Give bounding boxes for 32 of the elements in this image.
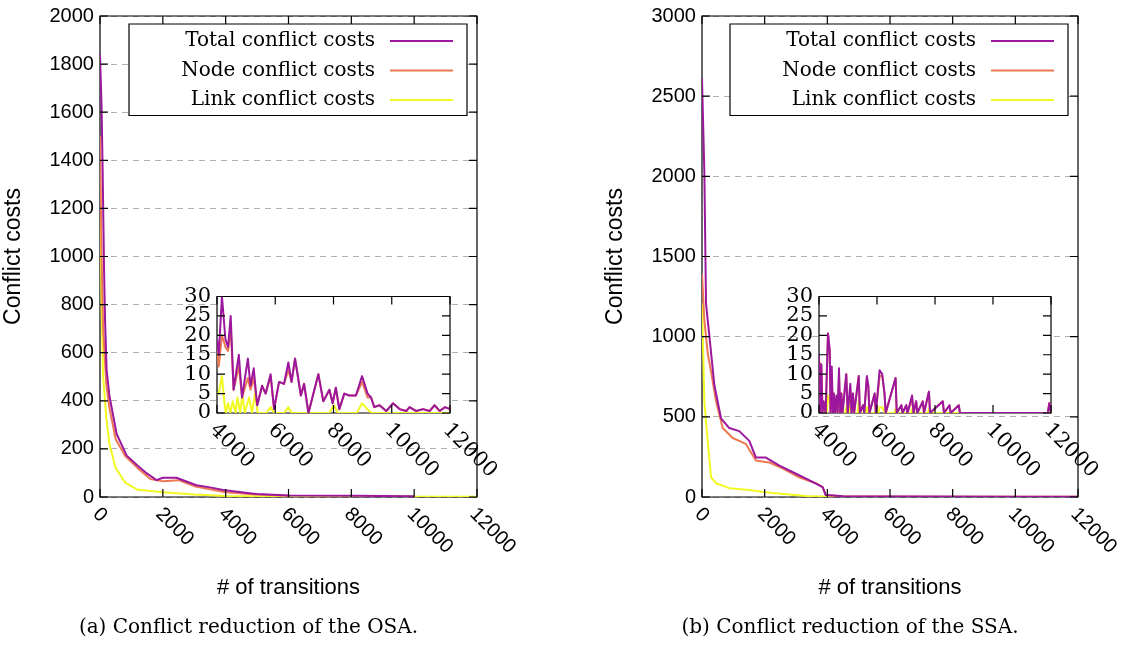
x-tick-label: 4000 xyxy=(816,502,864,550)
y-axis-title: Conflict costs xyxy=(601,188,628,325)
y-tick-label: 1000 xyxy=(651,324,696,347)
y-tick-label: 0 xyxy=(197,399,211,424)
y-tick-label: 3000 xyxy=(651,3,696,26)
y-tick-label: 0 xyxy=(799,399,813,424)
y-tick-label: 1500 xyxy=(651,244,696,267)
y-axis-title: Conflict costs xyxy=(0,188,26,325)
legend-label: Node conflict costs xyxy=(782,56,976,81)
legend-label: Node conflict costs xyxy=(181,56,375,81)
y-tick-label: 500 xyxy=(662,404,696,427)
text: (a) Conflict reduction of the OSA. xyxy=(77,614,420,638)
x-axis-title: # of transitions xyxy=(215,574,362,600)
text: (b) Conflict reduction of the SSA. xyxy=(680,614,1020,638)
legend-label: Link conflict costs xyxy=(190,86,375,111)
legend-label: Link conflict costs xyxy=(791,86,976,111)
y-tick-label: 1600 xyxy=(49,99,94,122)
x-tick-label: 4000 xyxy=(214,502,262,550)
y-tick-label: 2000 xyxy=(651,163,696,186)
y-tick-label: 800 xyxy=(60,292,94,315)
y-tick-label: 1400 xyxy=(49,147,94,170)
y-tick-label: 400 xyxy=(60,388,94,411)
legend-label: Total conflict costs xyxy=(185,27,375,52)
legend-label: Total conflict costs xyxy=(786,27,976,52)
y-tick-label: 200 xyxy=(60,436,94,459)
y-tick-label: 1800 xyxy=(49,51,94,74)
x-axis-title: # of transitions xyxy=(817,574,963,600)
y-tick-label: 2500 xyxy=(651,83,696,106)
y-tick-label: 600 xyxy=(60,340,94,363)
y-tick-label: 2000 xyxy=(49,3,94,26)
y-tick-label: 1200 xyxy=(49,195,94,218)
y-tick-label: 1000 xyxy=(49,244,94,267)
